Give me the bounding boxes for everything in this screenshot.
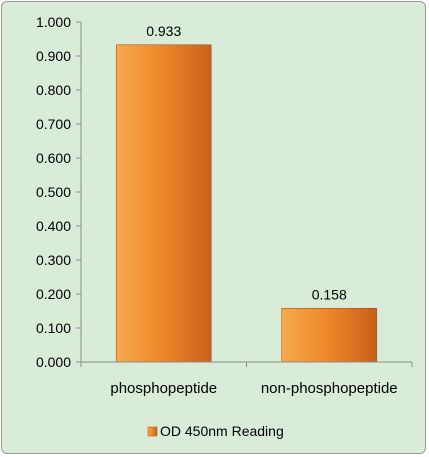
y-axis: 0.000 0.100 0.200 0.300 0.400 0.500 0.600 0.700… bbox=[36, 14, 82, 370]
y-tick-label: 0.400 bbox=[36, 218, 71, 234]
y-tick-label: 1.000 bbox=[36, 14, 71, 30]
category-label: non-phosphopeptide bbox=[261, 380, 398, 397]
bars: 0.933 0.158 bbox=[115, 23, 378, 363]
y-tick-label: 0.900 bbox=[36, 48, 71, 64]
y-tick-label: 0.800 bbox=[36, 82, 71, 98]
bar bbox=[115, 44, 212, 363]
bar bbox=[281, 307, 378, 363]
y-tick-label: 0.000 bbox=[36, 354, 71, 370]
legend-label: OD 450nm Reading bbox=[160, 423, 284, 439]
legend: OD 450nm Reading bbox=[147, 423, 284, 439]
y-tick-label: 0.700 bbox=[36, 116, 71, 132]
data-label: 0.933 bbox=[146, 23, 181, 39]
y-tick-label: 0.600 bbox=[36, 150, 71, 166]
x-axis: phosphopeptide non-phosphopeptide bbox=[80, 361, 413, 397]
data-label: 0.158 bbox=[312, 286, 347, 302]
y-tick-label: 0.200 bbox=[36, 286, 71, 302]
y-tick-label: 0.100 bbox=[36, 320, 71, 336]
y-tick-label: 0.300 bbox=[36, 252, 71, 268]
y-tick-label: 0.500 bbox=[36, 184, 71, 200]
legend-swatch bbox=[147, 426, 158, 437]
category-label: phosphopeptide bbox=[110, 380, 217, 397]
